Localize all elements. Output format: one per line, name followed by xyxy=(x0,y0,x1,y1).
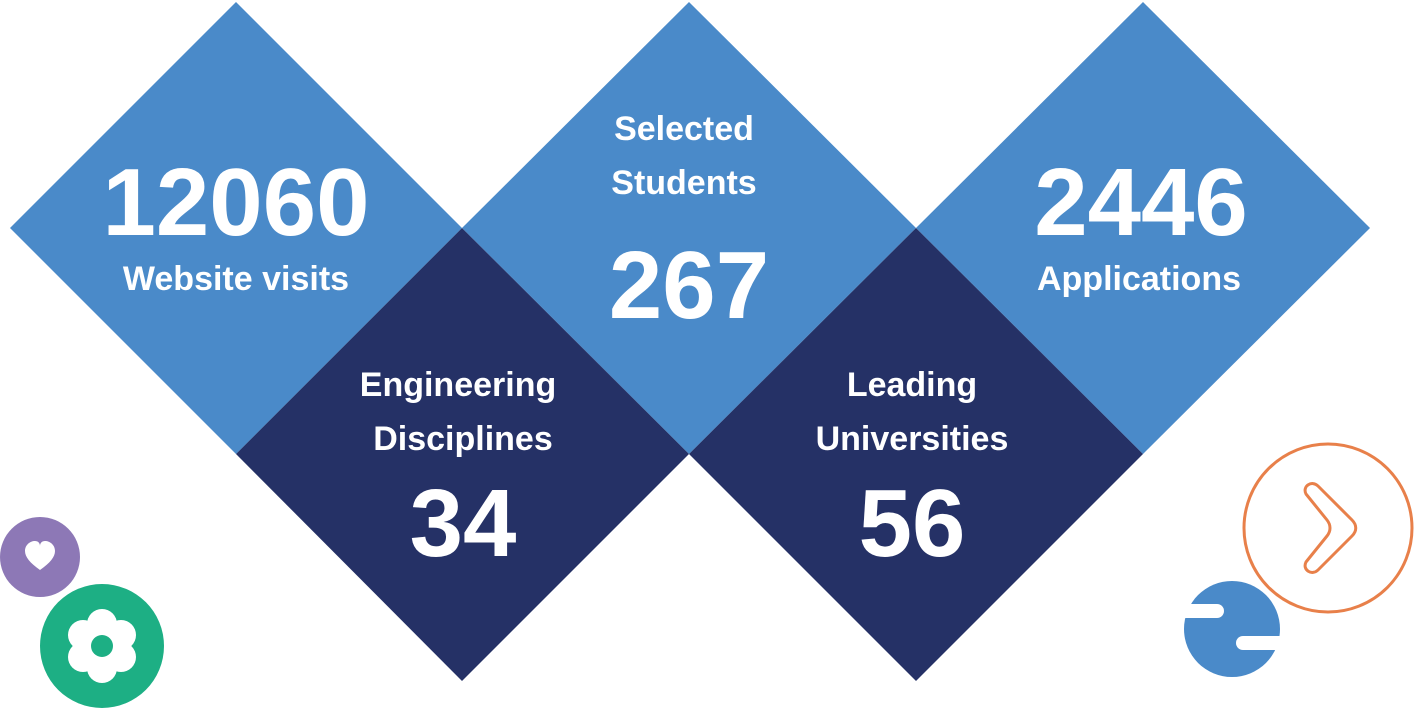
applications-label: Applications xyxy=(1037,260,1241,298)
selected-students-label-line1: Selected xyxy=(614,110,754,148)
selected-students-value: 267 xyxy=(609,232,769,339)
heart-icon xyxy=(0,517,80,597)
selected-students-label-line2: Students xyxy=(611,164,756,202)
flower-icon xyxy=(40,584,164,708)
engineering-disciplines-label-line1: Engineering xyxy=(360,366,556,404)
diamond-leading-universities xyxy=(689,228,1143,681)
website-visits-label: Website visits xyxy=(123,260,349,298)
engineering-disciplines-label-line2: Disciplines xyxy=(373,420,553,458)
leading-universities-value: 56 xyxy=(859,470,966,577)
leading-universities-label-line1: Leading xyxy=(847,366,977,404)
chevron-right-icon xyxy=(1242,442,1414,614)
website-visits-value: 12060 xyxy=(103,149,370,256)
leading-universities-label-line2: Universities xyxy=(816,420,1009,458)
engineering-disciplines-value: 34 xyxy=(410,470,517,577)
diamond-engineering-disciplines xyxy=(236,228,689,681)
applications-value: 2446 xyxy=(1034,149,1248,256)
blob-decoration xyxy=(1178,581,1286,677)
